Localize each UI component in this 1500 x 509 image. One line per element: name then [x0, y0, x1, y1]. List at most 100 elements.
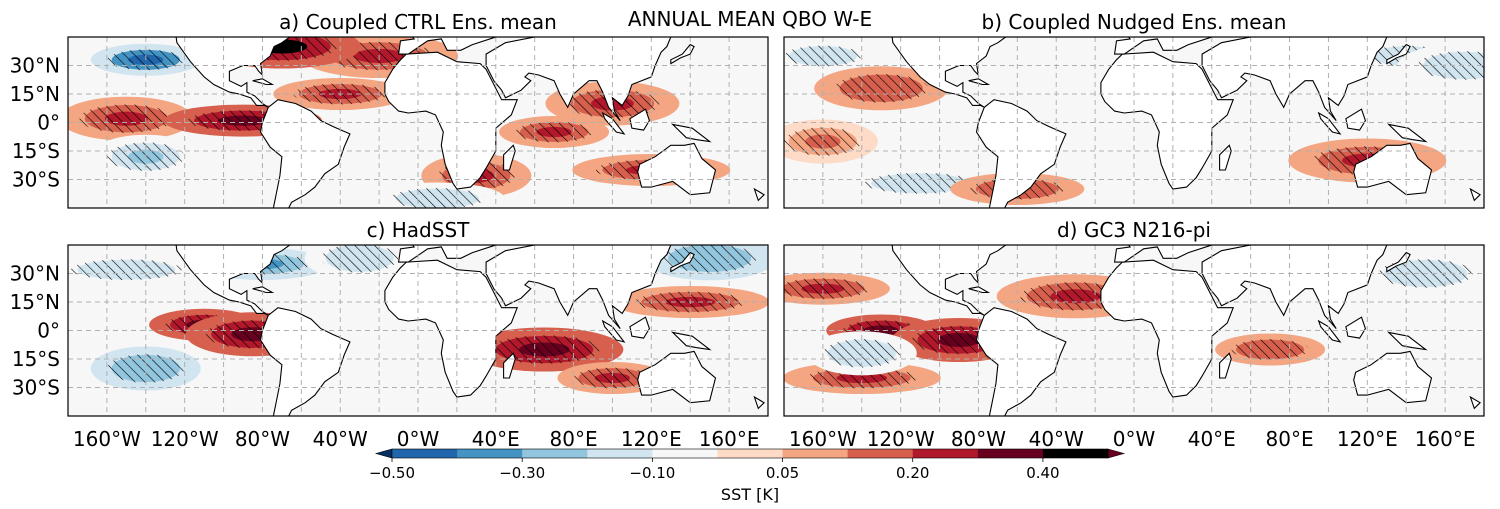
coastline: [1353, 142, 1433, 196]
panel-title: a) Coupled CTRL Ens. mean: [279, 10, 557, 34]
coastline: [259, 307, 351, 416]
coastline: [968, 78, 991, 86]
coastline: [637, 142, 717, 196]
coastline: [1113, 245, 1213, 263]
x-tick-label: 80°W: [951, 427, 1006, 451]
colorbar-swatch: [977, 449, 1044, 458]
panel-title: b) Coupled Nudged Ens. mean: [982, 10, 1287, 34]
coastline: [1201, 245, 1388, 329]
coastline: [1387, 331, 1428, 351]
map-panel-b: b) Coupled Nudged Ens. mean: [783, 10, 1485, 209]
x-tick-label: 120°E: [1337, 427, 1398, 451]
map-panel-d: d) GC3 N216-pi 160°W 120°W 80°W 40°W 0°W 40°E 8…: [783, 218, 1485, 451]
map-panel-c: c) HadSST 30°N 15°N 0° 15°S 30°S 160°W 120°W 80°…: [10, 218, 769, 451]
coastline: [1345, 316, 1367, 339]
significance-hatching: [834, 74, 929, 103]
x-tick-label: 120°E: [621, 427, 682, 451]
y-tick-label: 0°: [37, 319, 60, 343]
coastline: [1386, 251, 1411, 273]
coastline: [968, 286, 991, 294]
y-tick-label: 15°N: [10, 82, 60, 106]
panel-title: c) HadSST: [367, 218, 471, 242]
map-panel-a: a) Coupled CTRL Ens. mean 30°N 15°N 0° 15°S 3…: [10, 10, 769, 209]
coastline: [1353, 350, 1433, 404]
x-tick-label: 40°E: [472, 427, 520, 451]
colorbar-outline: [391, 448, 1109, 459]
y-tick-label: 30°N: [10, 262, 60, 286]
colorbar-swatch: [912, 449, 979, 458]
significance-hatching: [1231, 339, 1309, 360]
panel-title: d) GC3 N216-pi: [1057, 218, 1211, 242]
x-tick-label: 80°E: [550, 427, 598, 451]
coastline: [397, 245, 497, 263]
x-tick-label: 40°E: [1188, 427, 1236, 451]
colorbar-swatch: [717, 449, 784, 458]
coastline: [975, 99, 1067, 208]
significance-hatching: [321, 245, 399, 273]
colorbar-tick-label: 0.20: [896, 464, 929, 482]
coastline: [753, 187, 765, 202]
map-frame: [67, 36, 769, 209]
coastline: [1201, 37, 1388, 121]
significance-hatching: [784, 278, 870, 300]
y-tick-label: 30°S: [12, 168, 60, 192]
colorbar-extend-low: [374, 448, 393, 459]
x-tick-label: 120°W: [867, 427, 935, 451]
colorbar-tick-label: 0.40: [1026, 464, 1059, 482]
x-tick-label: 0°W: [397, 427, 440, 451]
coastline: [629, 316, 651, 339]
colorbar-swatch: [457, 449, 523, 458]
coastline: [252, 78, 275, 86]
significance-hatching: [573, 367, 651, 389]
coastline: [601, 319, 626, 343]
y-tick-label: 30°N: [10, 54, 60, 78]
map-panels: a) Coupled CTRL Ens. mean 30°N 15°N 0° 15°S 3…: [10, 10, 1485, 451]
colorbar-swatch: [392, 449, 458, 458]
coastline: [1317, 111, 1342, 135]
map-field: [784, 245, 1484, 416]
y-tick-label: 30°S: [12, 376, 60, 400]
coastline: [397, 37, 497, 55]
x-tick-label: 120°W: [151, 427, 219, 451]
colorbar-tick-label: −0.30: [499, 464, 545, 482]
coastline: [1386, 43, 1411, 65]
coastline: [1317, 319, 1342, 343]
x-tick-label: 80°W: [235, 427, 290, 451]
colorbar-swatches: [374, 448, 1126, 459]
coastline: [753, 395, 765, 410]
colorbar-swatch: [587, 449, 653, 458]
significance-hatching: [107, 354, 185, 383]
coastline: [485, 245, 672, 329]
coastline: [175, 37, 292, 108]
coastline: [671, 331, 712, 351]
coastline: [175, 245, 292, 316]
colorbar-swatch: [1042, 449, 1109, 458]
coastline: [1469, 187, 1481, 202]
significance-hatching: [806, 367, 918, 389]
coastline: [1345, 108, 1367, 131]
coastline: [629, 108, 651, 131]
y-tick-label: 0°: [37, 111, 60, 135]
coastline: [485, 37, 672, 121]
colorbar-swatch: [847, 449, 914, 458]
figure-title: ANNUAL MEAN QBO W-E: [628, 7, 872, 31]
map-field: [68, 245, 768, 416]
coastline: [259, 99, 351, 208]
coastline: [975, 307, 1067, 416]
significance-hatching: [390, 188, 485, 208]
x-tick-label: 40°W: [1029, 427, 1084, 451]
x-tick-label: 160°W: [73, 427, 141, 451]
y-tick-label: 15°N: [10, 290, 60, 314]
x-tick-label: 40°W: [313, 427, 368, 451]
significance-hatching: [489, 335, 600, 364]
significance-hatching: [79, 104, 174, 133]
coastline: [252, 286, 275, 294]
significance-hatching: [71, 259, 182, 281]
significance-hatching: [784, 127, 862, 156]
y-tick-label: 15°S: [12, 139, 60, 163]
significance-hatching: [662, 245, 757, 273]
coastline: [670, 43, 695, 65]
x-tick-label: 0°W: [1113, 427, 1156, 451]
coastline: [891, 37, 1008, 108]
